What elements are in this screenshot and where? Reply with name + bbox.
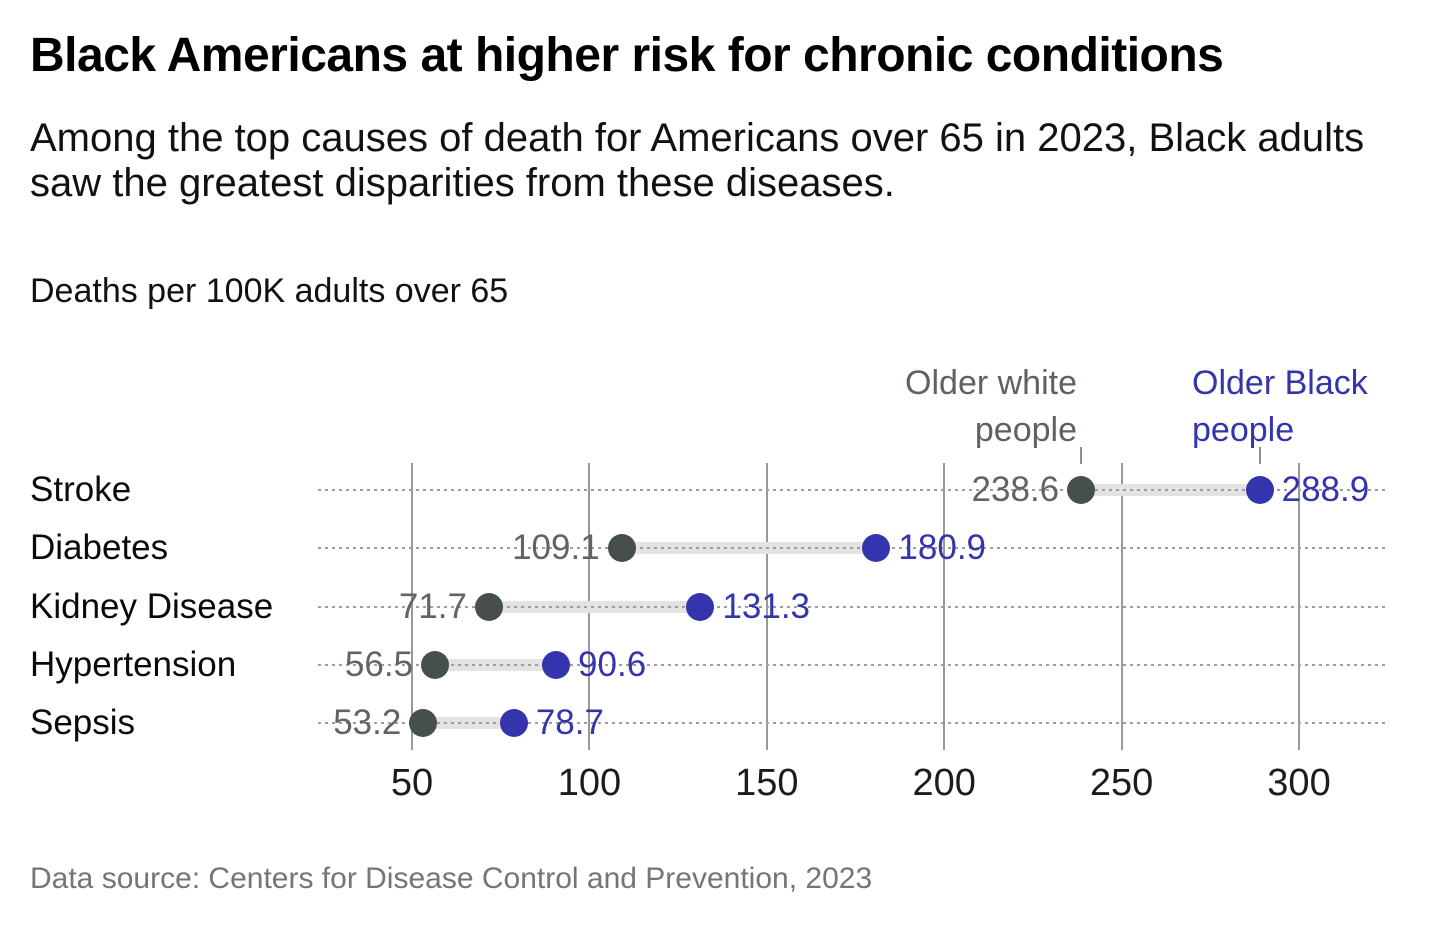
dot-older-black	[499, 709, 528, 737]
value-label-older-black: 131.3	[722, 586, 811, 626]
data-source-note: Data source: Centers for Disease Control…	[30, 862, 873, 895]
chart-title: Black Americans at higher risk for chron…	[30, 29, 1224, 82]
dot-older-white	[409, 709, 438, 737]
x-axis-tick-label: 50	[390, 762, 434, 804]
axis-unit-note: Deaths per 100K adults over 65	[30, 272, 509, 310]
legend-leader-tick-white	[1080, 447, 1083, 464]
legend-older-white-people: Older white people	[905, 360, 1077, 454]
row-guide-line	[318, 605, 1385, 608]
legend-older-black-line: Older Black	[1192, 364, 1368, 402]
x-axis-tick-label: 300	[1267, 762, 1331, 804]
value-label-older-white: 109.1	[512, 528, 600, 568]
legend-older-black-people: Older Black people	[1192, 360, 1368, 454]
dot-older-black	[686, 592, 715, 621]
category-label: Kidney Disease	[30, 586, 274, 626]
value-label-older-white: 53.2	[333, 703, 402, 742]
dot-older-white	[1067, 476, 1096, 504]
x-axis-tick-label: 100	[557, 762, 622, 804]
category-label: Diabetes	[30, 528, 169, 568]
dot-older-white	[607, 534, 636, 563]
row-guide-line	[318, 722, 1385, 724]
legend-older-white-line: people	[974, 411, 1077, 449]
value-label-older-black: 288.9	[1281, 470, 1370, 509]
dot-older-white	[421, 650, 450, 679]
legend-older-black-line: people	[1192, 411, 1295, 449]
row-guide-line	[318, 489, 1385, 491]
category-label: Hypertension	[30, 644, 237, 684]
chart-subtitle: Among the top causes of death for Americ…	[30, 116, 1365, 205]
dot-older-white	[474, 592, 503, 621]
row-guide-line	[318, 663, 1385, 666]
value-label-older-white: 56.5	[344, 644, 414, 684]
row-guide-line	[318, 547, 1385, 550]
legend-older-white-line: Older white	[905, 364, 1077, 402]
value-label-older-black: 90.6	[578, 644, 647, 684]
category-label: Sepsis	[30, 703, 136, 742]
x-axis-tick-label: 200	[912, 762, 976, 804]
dot-older-black	[862, 534, 891, 563]
x-axis-tick-label: 250	[1089, 762, 1154, 804]
dot-older-black	[1245, 476, 1274, 504]
value-label-older-black: 180.9	[898, 528, 987, 568]
dot-older-black	[542, 650, 571, 679]
x-axis-tick-label: 150	[735, 762, 799, 804]
value-label-older-black: 78.7	[535, 703, 604, 742]
category-label: Stroke	[30, 470, 132, 509]
legend-leader-tick-black	[1258, 447, 1261, 464]
value-label-older-white: 71.7	[398, 586, 467, 626]
value-label-older-white: 238.6	[971, 470, 1060, 509]
